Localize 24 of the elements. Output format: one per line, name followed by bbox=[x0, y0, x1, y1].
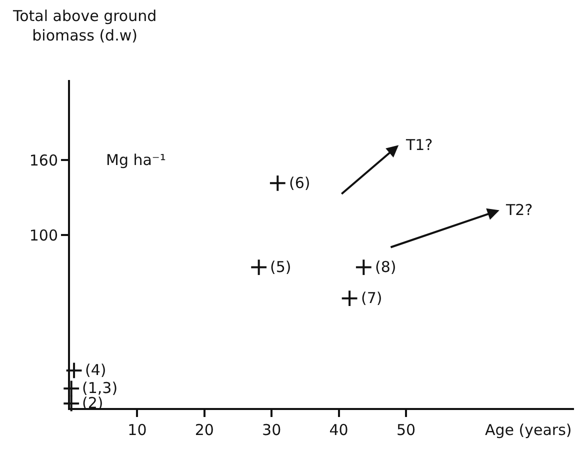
annotation: (1,3) bbox=[82, 379, 118, 397]
y-axis-title: Total above ground biomass (d.w) bbox=[12, 7, 157, 44]
annotation: T2? bbox=[505, 201, 533, 219]
x-tick-label: 30 bbox=[262, 421, 282, 439]
x-tick-label: 50 bbox=[396, 421, 416, 439]
annotation: (8) bbox=[375, 258, 396, 276]
x-tick-label: 40 bbox=[329, 421, 348, 439]
x-tick-label: 20 bbox=[194, 421, 214, 439]
point bbox=[250, 258, 268, 276]
point bbox=[62, 380, 80, 398]
y-tick-label: 100 bbox=[29, 226, 58, 244]
x-tick-label: 10 bbox=[128, 421, 147, 439]
annotation: (4) bbox=[85, 361, 106, 379]
annotation: T1? bbox=[405, 136, 433, 154]
x-axis-title: Age (years) bbox=[485, 421, 572, 439]
annotation: (7) bbox=[361, 289, 382, 307]
annotation: (5) bbox=[270, 258, 292, 276]
y-tick-label: 160 bbox=[29, 151, 58, 170]
annotation: (6) bbox=[289, 174, 310, 192]
point bbox=[354, 258, 372, 276]
annotation: Mg ha⁻¹ bbox=[106, 151, 166, 169]
point bbox=[65, 362, 83, 380]
point bbox=[268, 174, 286, 192]
point bbox=[340, 290, 358, 308]
